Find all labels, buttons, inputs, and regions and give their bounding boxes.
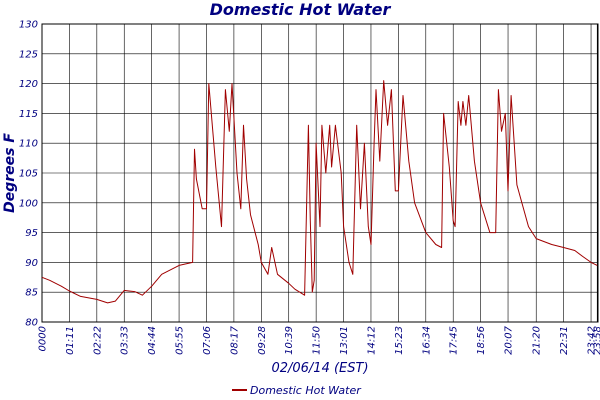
x-tick-label: 21:20 bbox=[532, 326, 543, 355]
x-tick-label: 09:28 bbox=[257, 326, 268, 355]
x-tick-label: 03:33 bbox=[120, 326, 131, 355]
y-tick-label: 90 bbox=[25, 258, 38, 269]
x-tick-label: 17:45 bbox=[449, 326, 460, 355]
x-axis-ticks: 0000 01:11 02:22 03:33 04:44 05:55 07:06 08:17 0… bbox=[38, 325, 600, 354]
y-tick-label: 130 bbox=[19, 20, 38, 31]
x-tick-label: 10:39 bbox=[284, 326, 295, 355]
x-tick-label: 18:56 bbox=[476, 326, 487, 355]
x-tick-label: 0000 bbox=[38, 326, 49, 351]
x-tick-label: 11:50 bbox=[312, 326, 323, 355]
y-tick-label: 95 bbox=[25, 228, 38, 239]
series-layer bbox=[41, 80, 598, 304]
chart-title: Domestic Hot Water bbox=[209, 0, 391, 19]
y-tick-label: 105 bbox=[19, 169, 38, 180]
x-tick-label: 02:22 bbox=[92, 326, 103, 355]
y-tick-label: 110 bbox=[19, 139, 38, 150]
x-tick-label: 20:07 bbox=[504, 325, 515, 354]
series-line bbox=[41, 80, 598, 304]
x-tick-label: 16:34 bbox=[421, 326, 432, 355]
x-tick-label: 08:17 bbox=[229, 325, 240, 354]
y-tick-label: 80 bbox=[25, 318, 38, 329]
x-tick-label: 23:42 bbox=[587, 326, 598, 355]
y-tick-label: 115 bbox=[19, 109, 38, 120]
x-tick-label: 22:31 bbox=[559, 326, 570, 355]
x-tick-label: 13:01 bbox=[339, 326, 350, 355]
x-tick-label: 05:55 bbox=[175, 326, 186, 355]
x-tick-label: 23:58 bbox=[593, 326, 600, 355]
legend: Domestic Hot Water bbox=[232, 384, 362, 397]
x-tick-label: 14:12 bbox=[366, 326, 377, 355]
x-tick-label: 07:06 bbox=[202, 326, 213, 355]
y-tick-label: 85 bbox=[25, 288, 38, 299]
legend-label: Domestic Hot Water bbox=[250, 384, 362, 397]
x-tick-label: 01:11 bbox=[65, 326, 76, 355]
x-tick-label: 04:44 bbox=[147, 326, 158, 355]
x-axis-label: 02/06/14 (EST) bbox=[271, 361, 368, 376]
x-tick-label: 15:23 bbox=[394, 326, 405, 355]
y-tick-label: 120 bbox=[19, 79, 38, 90]
y-tick-label: 100 bbox=[19, 198, 38, 209]
y-axis-ticks: 80 85 90 95 100 105 110 115 120 125 130 bbox=[19, 20, 38, 329]
y-axis-label: Degrees F bbox=[2, 133, 18, 213]
y-tick-label: 125 bbox=[19, 49, 38, 60]
